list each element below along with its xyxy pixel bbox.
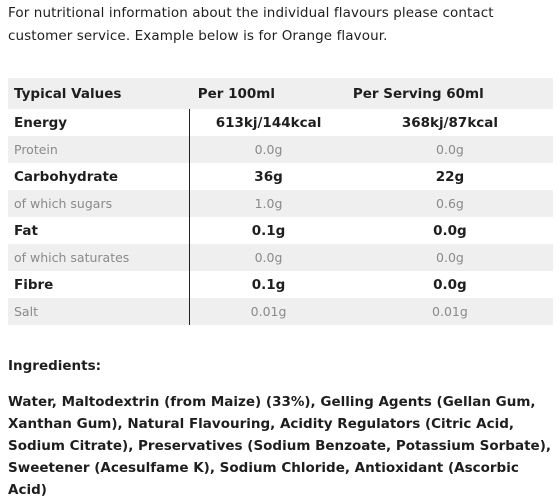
table-row: of which sugars 1.0g 0.6g — [8, 190, 553, 217]
row-per-serving: 368kj/87kcal — [401, 114, 499, 131]
table-row: Fibre 0.1g 0.0g — [8, 271, 553, 298]
row-per-100ml: 0.1g — [189, 217, 347, 244]
table-row: of which saturates 0.0g 0.0g — [8, 244, 553, 271]
table-row: Fat 0.1g 0.0g — [8, 217, 553, 244]
row-per-100ml: 0.0g — [189, 136, 347, 163]
row-label: of which sugars — [8, 190, 190, 217]
row-per-serving: 0.0g — [346, 136, 553, 163]
row-per-100ml: 613kj/144kcal — [189, 109, 347, 136]
table-row: Protein 0.0g 0.0g — [8, 136, 553, 163]
nutrition-table: Typical Values Per 100ml Per Serving 60m… — [8, 78, 553, 325]
row-label: Fibre — [14, 276, 54, 293]
table-header-row: Typical Values Per 100ml Per Serving 60m… — [8, 78, 553, 109]
row-per-serving: 0.0g — [346, 244, 553, 271]
row-per-serving: 0.0g — [433, 222, 467, 239]
row-per-serving: 22g — [435, 168, 465, 185]
row-label: Carbohydrate — [14, 168, 119, 185]
row-per-100ml: 0.0g — [189, 244, 347, 271]
row-per-serving: 0.0g — [433, 276, 467, 293]
header-per-100ml: Per 100ml — [189, 78, 347, 109]
row-per-100ml: 1.0g — [189, 190, 347, 217]
row-per-100ml: 36g — [189, 163, 347, 190]
row-per-serving: 0.6g — [346, 190, 553, 217]
row-label: Fat — [14, 222, 38, 239]
table-row: Carbohydrate 36g 22g — [8, 163, 553, 190]
table-row: Energy 613kj/144kcal 368kj/87kcal — [8, 109, 553, 136]
row-per-serving: 0.01g — [346, 298, 553, 325]
ingredients-text: Water, Maltodextrin (from Maize) (33%), … — [8, 394, 551, 498]
table-row: Salt 0.01g 0.01g — [8, 298, 553, 325]
header-per-serving: Per Serving 60ml — [346, 78, 553, 109]
row-label: Protein — [8, 136, 190, 163]
intro-text: For nutritional information about the in… — [8, 5, 494, 44]
header-typical-values: Typical Values — [8, 78, 190, 109]
row-label: of which saturates — [8, 244, 190, 271]
row-label: Energy — [14, 114, 68, 131]
row-per-100ml: 0.1g — [189, 271, 347, 298]
row-per-100ml: 0.01g — [189, 298, 347, 325]
row-label: Salt — [8, 298, 190, 325]
ingredients-title: Ingredients: — [8, 358, 102, 374]
